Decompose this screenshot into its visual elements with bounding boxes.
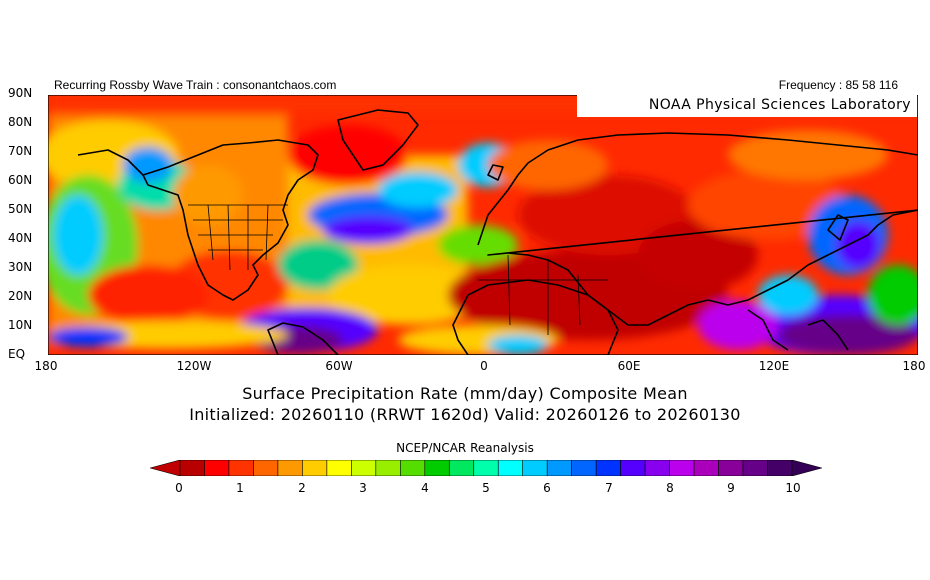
state-borders <box>188 204 608 335</box>
colorbar-tick-8: 8 <box>666 481 674 495</box>
lat-label-60n: 60N <box>8 173 33 187</box>
lab-label: NOAA Physical Sciences Laboratory <box>648 97 911 113</box>
colorbar-tick-4: 4 <box>421 481 429 495</box>
lon-label-60e: 60E <box>617 359 641 373</box>
colorbar-segment <box>326 460 352 476</box>
colorbar-tick-3: 3 <box>359 481 367 495</box>
source-label: NCEP/NCAR Reanalysis <box>396 441 534 455</box>
colorbar-segment <box>351 460 377 476</box>
colorbar-segment <box>522 460 548 476</box>
lon-label-120w: 120W <box>176 359 212 373</box>
lat-label-30n: 30N <box>8 260 33 274</box>
colorbar-tick-5: 5 <box>482 481 490 495</box>
colorbar-segment <box>228 460 254 476</box>
colorbar-segment <box>767 460 793 476</box>
colorbar-segment <box>448 460 475 476</box>
lat-label-50n: 50N <box>8 202 33 216</box>
colorbar-segment <box>253 460 279 476</box>
colorbar-tick-7: 7 <box>605 481 613 495</box>
colorbar-tick-2: 2 <box>298 481 306 495</box>
colorbar-segment <box>742 460 768 476</box>
precipitation-map <box>48 95 918 355</box>
lon-label-180w: 180 <box>34 359 58 373</box>
colorbar-segment <box>302 460 328 476</box>
colorbar-tick-6: 6 <box>543 481 551 495</box>
colorbar-segment <box>375 460 401 476</box>
lat-label-10n: 10N <box>8 318 33 332</box>
chart-subtitle: Initialized: 20260110 (RRWT 1620d) Valid… <box>189 405 741 424</box>
chart-title: Surface Precipitation Rate (mm/day) Comp… <box>242 384 688 403</box>
lab-label-box: NOAA Physical Sciences Laboratory <box>577 95 917 117</box>
colorbar-segment <box>693 460 719 476</box>
colorbar-segment <box>424 460 450 476</box>
lon-label-0: 0 <box>480 359 488 373</box>
colorbar-segment <box>669 460 695 476</box>
lon-label-180e: 180 <box>902 359 926 373</box>
frequency-text: Frequency : 85 58 116 <box>778 78 898 92</box>
colorbar-tick-9: 9 <box>727 481 735 495</box>
colorbar-segment <box>473 460 499 476</box>
colorbar-segment <box>400 460 426 476</box>
colorbar-over-arrow <box>791 460 822 476</box>
colorbar-tick-1: 1 <box>236 481 244 495</box>
colorbar-tick-0: 0 <box>175 481 183 495</box>
colorbar-segment <box>179 460 205 476</box>
attribution-text: Recurring Rossby Wave Train : consonantc… <box>54 78 337 92</box>
lat-label-40n: 40N <box>8 231 33 245</box>
lon-label-60w: 60W <box>325 359 353 373</box>
lat-label-20n: 20N <box>8 289 33 303</box>
lat-label-70n: 70N <box>8 144 33 158</box>
lon-label-120e: 120E <box>758 359 790 373</box>
colorbar-segment <box>620 460 646 476</box>
lat-label-80n: 80N <box>8 115 33 129</box>
coastlines <box>77 109 918 355</box>
colorbar-segment <box>644 460 670 476</box>
colorbar-segment <box>595 460 621 476</box>
colorbar-tick-10: 10 <box>785 481 801 495</box>
colorbar-segment <box>497 460 524 476</box>
colorbar-under-arrow <box>150 460 181 476</box>
lat-label-90n: 90N <box>8 86 33 100</box>
colorbar-segment <box>718 460 744 476</box>
colorbar <box>150 460 822 476</box>
colorbar-segment <box>571 460 597 476</box>
colorbar-segment <box>277 460 303 476</box>
lat-label-eq: EQ <box>8 347 26 361</box>
colorbar-segment <box>546 460 572 476</box>
colorbar-segment <box>204 460 230 476</box>
